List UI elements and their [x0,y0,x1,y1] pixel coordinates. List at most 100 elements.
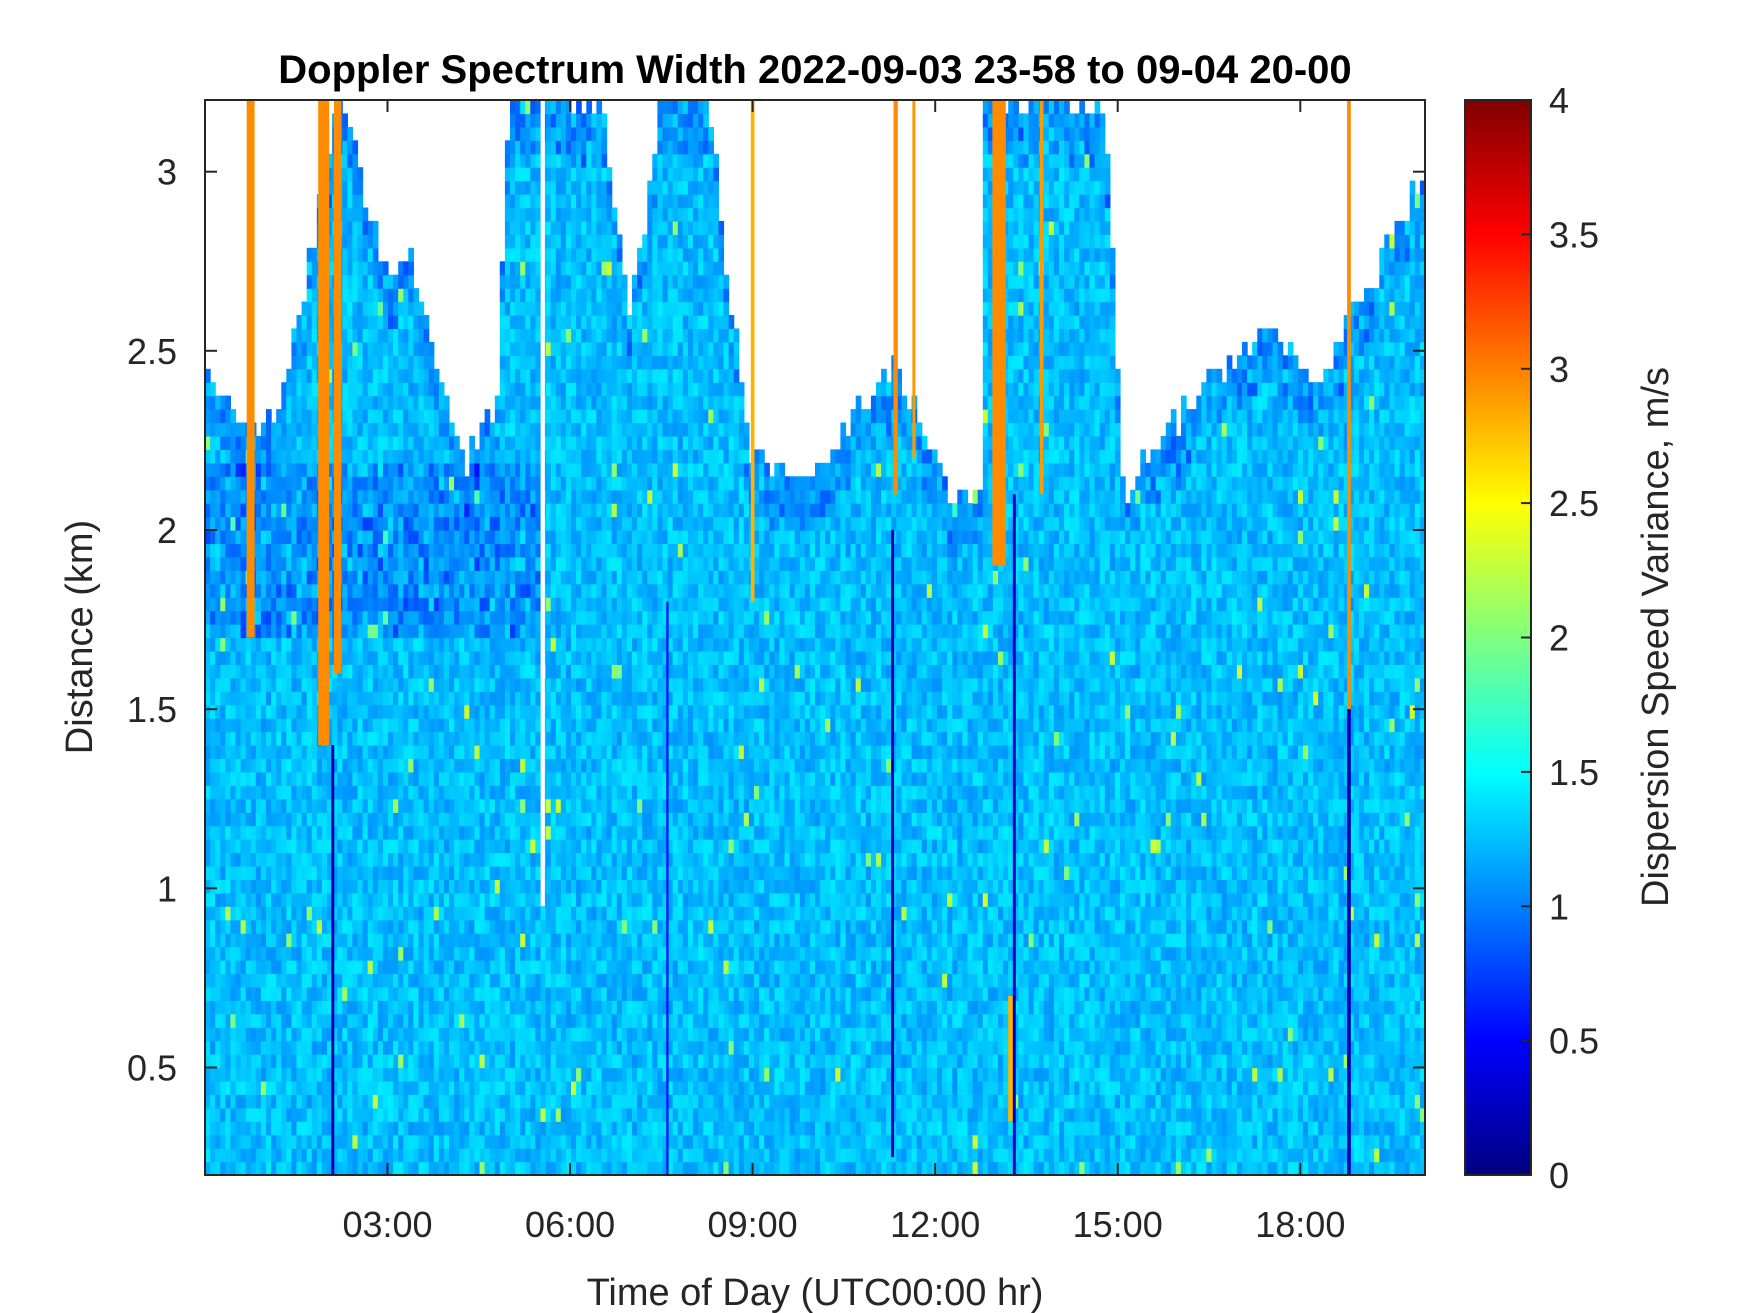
heatmap-cell [504,664,511,679]
heatmap-cell [301,435,308,450]
heatmap-cell [479,919,486,934]
heatmap-cell [413,624,420,639]
heatmap-cell [403,637,409,652]
heatmap-cell [545,1040,552,1055]
heatmap-cell [281,1027,287,1042]
heatmap-cell [454,650,460,665]
heatmap-cell [220,637,226,652]
heatmap-cell [560,301,567,316]
heatmap-cell [550,355,557,370]
heatmap-cell [342,234,348,249]
heatmap-cell [499,919,506,934]
heatmap-cell [276,476,282,491]
heatmap-cell [489,825,496,840]
heatmap-cell [403,745,409,760]
heatmap-cell [311,704,318,719]
heatmap-cell [443,785,450,800]
heatmap-cell [225,812,231,827]
heatmap-cell [260,1121,267,1136]
heatmap-cell [311,489,318,504]
heatmap-cell [525,664,531,679]
heatmap-cell [327,1107,333,1122]
heatmap-cell [454,1054,460,1069]
heatmap-cell [550,906,557,921]
heatmap-cell [286,785,292,800]
heatmap-cell [408,274,414,289]
heatmap-cell [301,1134,308,1149]
heatmap-cell [342,247,348,262]
heatmap-cell [454,798,460,813]
heatmap-cell [342,946,348,961]
heatmap-cell [220,745,226,760]
heatmap-cell [286,543,292,558]
heatmap-cell [428,516,435,531]
heatmap-cell [337,839,343,854]
heatmap-cell [571,301,577,316]
heatmap-cell [393,664,399,679]
heatmap-cell [220,1094,226,1109]
heatmap-cell [250,1107,257,1122]
heatmap-cell [418,382,425,397]
heatmap-cell [489,1000,496,1015]
heatmap-cell [550,704,557,719]
heatmap-cell [545,556,552,571]
heatmap-cell [266,597,272,612]
heatmap-cell [398,852,404,867]
heatmap-cell [433,1027,440,1042]
heatmap-cell [250,650,257,665]
heatmap-cell [494,798,501,813]
heatmap-cell [454,1121,460,1136]
heatmap-cell [382,1027,389,1042]
heatmap-cell [286,1000,292,1015]
heatmap-cell [474,798,481,813]
heatmap-cell [525,153,531,168]
heatmap-cell [581,812,587,827]
heatmap-cell [555,570,562,585]
heatmap-cell [525,1094,531,1109]
heatmap-cell [235,946,242,961]
heatmap-cell [372,731,379,746]
heatmap-cell [555,220,562,235]
heatmap-cell [550,933,557,948]
heatmap-cell [357,1054,364,1069]
heatmap-cell [433,906,440,921]
heatmap-cell [255,516,262,531]
heatmap-cell [377,1080,384,1095]
heatmap-cell [571,288,577,303]
heatmap-cell [408,704,414,719]
heatmap-cell [367,664,374,679]
heatmap-cell [581,409,587,424]
heatmap-cell [479,879,486,894]
heatmap-cell [382,650,389,665]
heatmap-cell [510,556,516,571]
heatmap-cell [357,986,364,1001]
heatmap-cell [352,906,359,921]
heatmap-cell [367,879,374,894]
heatmap-cell [504,825,511,840]
heatmap-cell [438,906,445,921]
heatmap-cell [413,650,420,665]
heatmap-cell [215,422,221,437]
heatmap-cell [525,194,531,209]
heatmap-cell [515,543,521,558]
heatmap-cell [571,113,577,128]
heatmap-cell [494,745,501,760]
heatmap-cell [286,1121,292,1136]
heatmap-cell [367,1027,374,1042]
heatmap-cell [418,1054,425,1069]
heatmap-cell [342,906,348,921]
heatmap-cell [372,691,379,706]
heatmap-cell [393,718,399,733]
heatmap-cell [210,1121,216,1136]
heatmap-cell [560,919,567,934]
heatmap-cell [225,1013,231,1028]
heatmap-cell [230,1107,237,1122]
heatmap-cell [535,395,542,410]
heatmap-cell [499,288,506,303]
heatmap-cell [301,1000,308,1015]
heatmap-cell [550,785,557,800]
heatmap-cell [398,731,404,746]
heatmap-cell [550,1054,557,1069]
heatmap-cell [306,435,313,450]
heatmap-cell [428,1107,435,1122]
